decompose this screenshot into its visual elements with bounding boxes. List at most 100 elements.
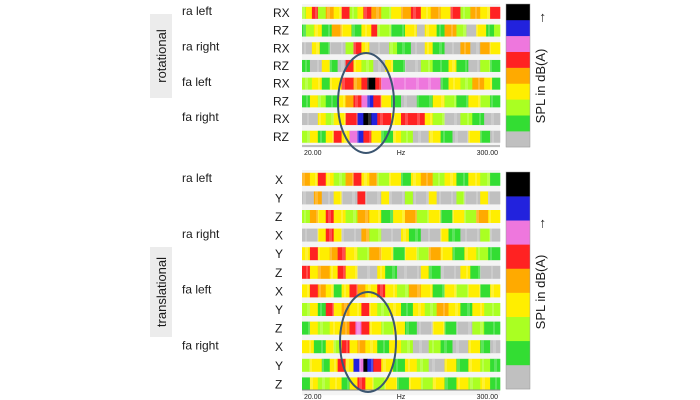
cell-texture: [333, 130, 334, 143]
spl-cell: [480, 228, 491, 242]
cell-texture: [396, 377, 397, 391]
spl-cell: [444, 42, 461, 55]
cell-texture: [495, 377, 496, 391]
spl-cell: [309, 210, 319, 223]
spl-cell: [468, 130, 481, 143]
cell-texture: [381, 265, 382, 279]
cell-texture: [408, 358, 409, 372]
spl-cell: [363, 130, 372, 143]
spl-cell: [408, 284, 422, 298]
cell-texture: [342, 77, 343, 90]
cell-texture: [415, 59, 416, 72]
cell-texture: [394, 284, 395, 298]
cell-texture: [329, 210, 330, 223]
cell-texture: [366, 210, 367, 223]
cell-texture: [381, 284, 382, 298]
spl-cell: [464, 210, 477, 223]
spl-cell: [452, 340, 469, 354]
cell-texture: [468, 321, 469, 335]
cell-texture: [320, 113, 321, 126]
cell-texture: [444, 321, 445, 335]
spl-cell: [302, 321, 311, 335]
spl-cell: [484, 113, 501, 126]
spl-cell: [480, 284, 491, 298]
cell-texture: [492, 130, 493, 143]
spl-cell: [490, 59, 501, 72]
cell-texture: [391, 24, 392, 37]
spl-cell: [490, 6, 501, 19]
spl-cell: [361, 77, 368, 90]
cell-texture: [320, 303, 321, 316]
spl-cell: [401, 340, 414, 354]
cell-texture: [392, 265, 393, 279]
row-axis-label: X: [275, 340, 283, 354]
cell-texture: [357, 303, 358, 316]
cell-texture: [303, 24, 304, 37]
cell-texture: [355, 42, 356, 55]
cell-texture: [416, 77, 417, 90]
cell-texture: [306, 95, 307, 108]
spl-cell: [337, 247, 346, 261]
spl-cell: [353, 77, 362, 90]
cell-texture: [390, 191, 391, 205]
cell-texture: [402, 191, 403, 205]
cell-texture: [354, 77, 355, 90]
cell-texture: [354, 228, 355, 242]
row-axis-label: RX: [273, 112, 290, 126]
spl-cell: [480, 172, 491, 186]
spl-cell: [341, 24, 352, 37]
cell-texture: [456, 321, 457, 335]
cell-texture: [479, 247, 480, 261]
x-tick-label: 300.00: [477, 150, 499, 157]
cell-texture: [457, 321, 458, 335]
cell-texture: [365, 6, 366, 19]
spl-cell: [420, 59, 433, 72]
cell-texture: [422, 377, 423, 391]
cell-texture: [319, 95, 320, 108]
cell-texture: [466, 265, 467, 279]
cell-texture: [454, 113, 455, 126]
spl-cell: [416, 247, 430, 261]
spl-cell: [450, 6, 461, 19]
cell-texture: [428, 247, 429, 261]
colorbar-title: SPL in dB(A): [533, 255, 548, 330]
cell-texture: [457, 340, 458, 354]
cell-texture: [442, 95, 443, 108]
cell-texture: [415, 172, 416, 186]
cell-texture: [358, 340, 359, 354]
cell-texture: [347, 340, 348, 354]
colorbar-swatch: [506, 51, 530, 68]
cell-texture: [354, 210, 355, 223]
cell-texture: [329, 42, 330, 55]
cell-texture: [463, 172, 464, 186]
cell-texture: [359, 377, 360, 391]
cell-texture: [357, 284, 358, 298]
cell-texture: [454, 247, 455, 261]
cell-texture: [308, 130, 309, 143]
spl-cell: [373, 95, 382, 108]
cell-texture: [354, 247, 355, 261]
cell-texture: [428, 210, 429, 223]
cell-texture: [307, 265, 308, 279]
cell-texture: [489, 210, 490, 223]
cell-texture: [331, 284, 332, 298]
cell-texture: [340, 24, 341, 37]
cell-texture: [446, 340, 447, 354]
cell-texture: [389, 6, 390, 19]
spl-cell: [444, 321, 457, 335]
cell-texture: [453, 42, 454, 55]
cell-texture: [392, 247, 393, 261]
cell-texture: [491, 59, 492, 72]
cell-texture: [379, 77, 380, 90]
cell-texture: [366, 59, 367, 72]
spl-cell: [464, 247, 477, 261]
cell-texture: [405, 59, 406, 72]
spl-cell: [468, 340, 481, 354]
cell-texture: [383, 130, 384, 143]
spl-cell: [369, 42, 390, 55]
spl-cell: [363, 358, 368, 372]
cell-texture: [329, 172, 330, 186]
cell-texture: [307, 247, 308, 261]
spl-cell: [444, 172, 457, 186]
